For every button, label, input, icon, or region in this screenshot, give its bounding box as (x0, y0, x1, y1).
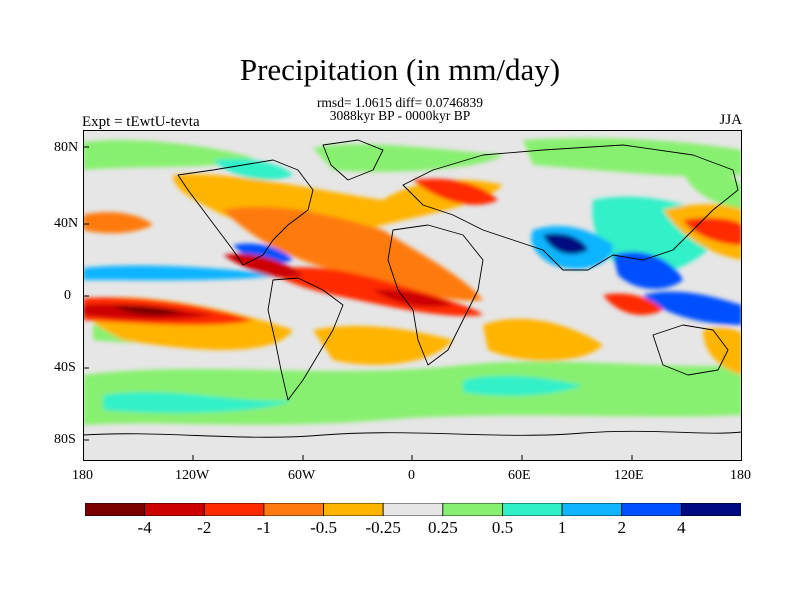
precip-anomaly-south-china-blue (613, 251, 683, 290)
precip-anomaly-central-america-blue (233, 243, 293, 264)
precip-anomaly-europe-red (413, 178, 498, 205)
axis-ticks (83, 146, 633, 461)
precip-anomaly-siberia (683, 168, 742, 210)
precip-anomaly-north-pacific (83, 140, 253, 170)
coastline-greenland (322, 139, 384, 181)
experiment-label: Expt = tEwtU-tevta (82, 114, 200, 130)
coastline-north-america (177, 159, 314, 266)
colorbar-label: -4 (137, 518, 152, 537)
colorbar-swatch (561, 503, 623, 516)
lon-tick-label: 0 (408, 468, 415, 483)
precip-anomaly-atlantic-red (223, 206, 483, 301)
time-period-line: 3088kyr BP - 0000kyr BP (329, 108, 471, 123)
coastline-antarctica (83, 430, 742, 438)
lat-tick-label: 80N (54, 140, 79, 155)
precip-anomaly-southern-ocean (83, 361, 742, 425)
precip-anomaly-southern-cyan (103, 392, 293, 413)
precip-anomaly-west-atlantic-orange (83, 212, 153, 234)
precip-anomaly-indian-south-cyan (463, 375, 583, 396)
precip-anomaly-india-darkblue (543, 233, 588, 255)
colorbar-swatch (442, 503, 503, 516)
colorbar-swatch (144, 503, 205, 516)
colorbar-swatch (680, 503, 741, 516)
precip-anomaly-caribbean-darkred (223, 253, 303, 278)
colorbar (85, 503, 741, 516)
colorbar-label: -2 (197, 518, 212, 537)
coastline-africa (387, 224, 484, 366)
stats-block: rmsd= 1.0615 diff= 0.0746839 3088kyr BP … (0, 95, 800, 123)
colorbar-label: 0.25 (427, 518, 458, 537)
lon-tick-label: 180 (72, 468, 93, 483)
lat-tick-label: 40S (54, 360, 76, 375)
lon-tick-label: 60E (508, 468, 531, 483)
coastline-australia (652, 324, 729, 376)
colorbar-swatch (382, 503, 444, 516)
lon-tick-label: 180 (730, 468, 751, 483)
precip-anomaly-east-pacific-blue (83, 265, 283, 281)
precip-anomaly-south-atlantic-orange (313, 325, 453, 365)
lon-tick-label: 120E (614, 468, 644, 483)
lon-tick-label: 120W (175, 468, 210, 483)
colorbar-swatch (323, 503, 384, 516)
colorbar-label: 4 (677, 518, 686, 537)
precip-anomaly-north-atlantic (313, 144, 503, 172)
lat-tick-label: 80S (54, 432, 76, 447)
coastlines (83, 139, 742, 438)
colorbar-label: -0.25 (365, 518, 401, 537)
precip-anomaly-central-pacific-maroon (113, 305, 183, 316)
precip-anomaly-australia-orange (703, 327, 742, 375)
coastline-south-america (267, 277, 344, 401)
precip-anomaly-south-indian-orange (483, 318, 603, 361)
precip-anomaly-north-pacific-cyan (213, 158, 293, 180)
plot-title: Precipitation (in mm/day) (239, 52, 561, 87)
colorbar-swatch (85, 503, 146, 516)
colorbar-swatch (502, 503, 563, 516)
colorbar-swatch (263, 503, 324, 516)
precip-anomaly-indonesia-red (603, 293, 663, 315)
season-label: JJA (719, 112, 742, 128)
rmsd-diff-line: rmsd= 1.0615 diff= 0.0746839 (316, 95, 484, 110)
colorbar-label: 0.5 (491, 518, 514, 537)
lat-tick-label: 0 (64, 288, 71, 303)
colorbar-label: 2 (617, 518, 626, 537)
lat-tick-label: 40N (54, 216, 79, 231)
colorbar-swatch (203, 503, 265, 516)
colorbar-swatch (621, 503, 682, 516)
colorbar-label: -0.5 (310, 518, 337, 537)
coastline-eurasia (402, 144, 739, 271)
precip-anomaly-tropical-atlantic-darkred (373, 289, 453, 307)
colorbar-label: 1 (557, 518, 567, 537)
colorbar-label: -1 (256, 518, 271, 537)
precipitation-map (83, 130, 742, 461)
lon-tick-label: 60W (288, 468, 316, 483)
precip-anomaly-west-pacific-blue (643, 291, 742, 325)
